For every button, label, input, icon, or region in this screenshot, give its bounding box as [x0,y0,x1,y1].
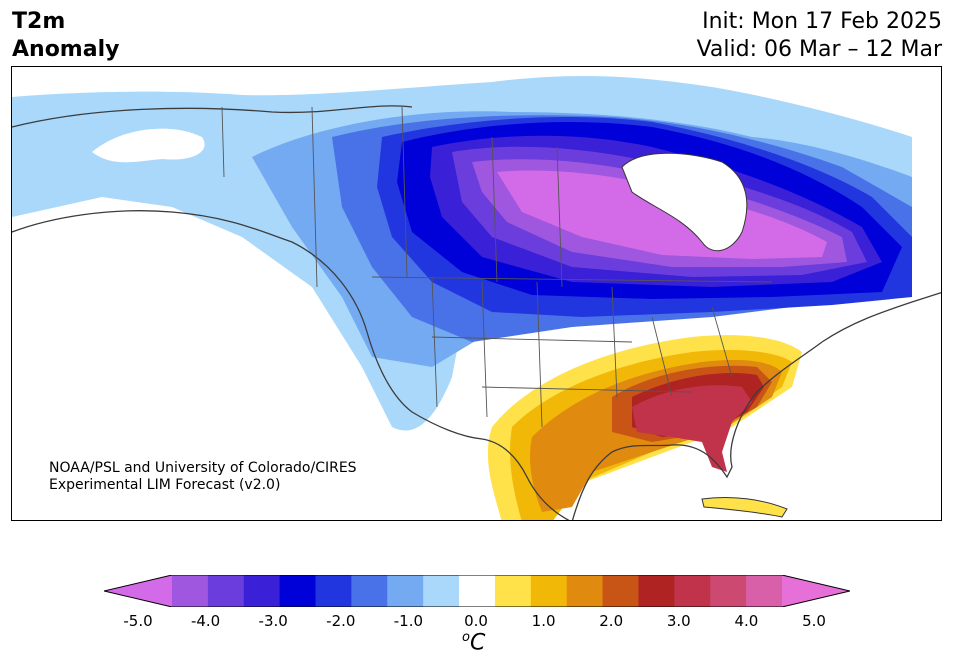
title-line-variable: T2m [12,9,66,34]
colorbar-tick-label: -5.0 [123,612,153,630]
colorbar-tick-label: -4.0 [190,612,221,630]
credit-line-model: Experimental LIM Forecast (v2.0) [49,477,281,493]
colorbar-swatch [530,575,568,607]
colorbar-swatch [315,575,352,607]
colorbar-swatch [387,575,424,607]
colorbar-svg [103,574,851,608]
colorbar-swatch [459,575,496,607]
colorbar-swatch [746,575,783,607]
colorbar-extend-low [104,575,172,607]
init-date: Init: Mon 17 Feb 2025 [702,9,942,34]
anomaly-region-magenta-core [497,170,827,259]
anomaly-map [12,75,941,520]
hudson-bay [621,152,748,252]
colorbar-swatch [602,575,639,607]
colorbar-tick-label: -3.0 [258,612,288,630]
anomaly-region-neutral-alaska [92,128,205,163]
colorbar-swatch [674,575,711,607]
anomaly-region-crimson [632,385,752,472]
units-base: C [469,630,486,656]
colorbar-tick-label: 5.0 [802,612,826,630]
colorbar-swatch [351,575,388,607]
colorbar-swatch [423,575,460,607]
colorbar-swatch [710,575,747,607]
colorbar-swatch [638,575,675,607]
credit-line-org: NOAA/PSL and University of Colorado/CIRE… [49,460,357,476]
map-title: T2m Anomaly [12,8,119,64]
colorbar [103,574,851,608]
valid-range: Valid: 06 Mar – 12 Mar [696,37,942,62]
colorbar-tick-labels: -5.0 -4.0 -3.0 -2.0 -1.0 0.0 1.0 2.0 3.0 4.0 5.0 [0,612,954,632]
map-panel [11,66,942,521]
colorbar-tick-label: 3.0 [666,612,691,630]
colorbar-tick-label: 0.0 [464,612,488,630]
units-label: oC [462,630,485,655]
cuba-warm-region [701,497,788,518]
title-line-anomaly: Anomaly [12,37,120,62]
colorbar-tick-label: -2.0 [326,612,356,630]
colorbar-swatch [243,575,281,607]
colorbar-swatch [207,575,245,607]
state-province-borders [221,106,773,428]
colorbar-swatch [566,575,604,607]
colorbar-swatch [279,575,317,607]
colorbar-swatch [172,575,209,607]
colorbar-extend-high [782,575,850,607]
colorbar-tick-label: 2.0 [599,612,624,630]
forecast-dates: Init: Mon 17 Feb 2025 Valid: 06 Mar – 12… [697,8,942,64]
colorbar-tick-label: 4.0 [734,612,759,630]
credit-text: NOAA/PSL and University of Colorado/CIRE… [49,460,357,494]
colorbar-swatch [494,575,532,607]
colorbar-tick-label: -1.0 [393,612,424,630]
colorbar-tick-label: 1.0 [531,612,556,630]
coastlines [12,105,941,520]
units-degree-mark: o [462,630,470,645]
